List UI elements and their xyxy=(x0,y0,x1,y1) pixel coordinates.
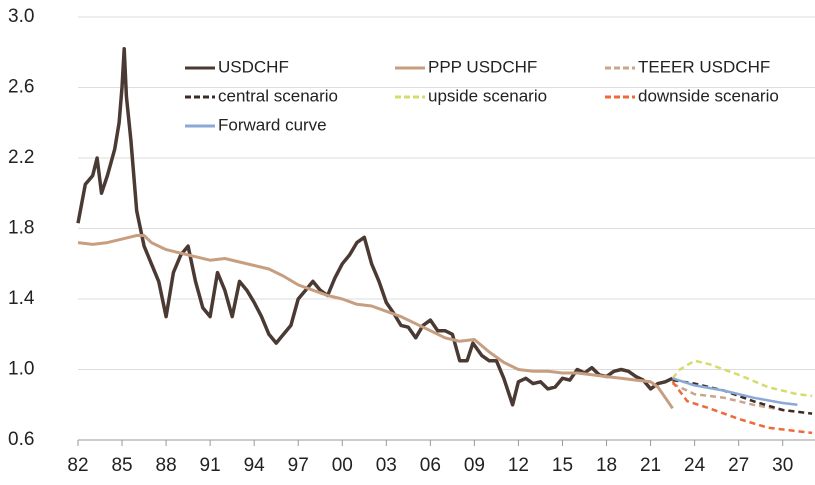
x-tick-label: 27 xyxy=(728,455,749,476)
legend-label: TEEER USDCHF xyxy=(638,57,770,76)
series-line xyxy=(671,381,813,435)
x-tick-label: 09 xyxy=(464,455,485,476)
x-tick-label: 18 xyxy=(596,455,617,476)
legend-label: upside scenario xyxy=(428,86,547,105)
y-tick-label: 1.8 xyxy=(8,218,34,239)
x-tick-label: 15 xyxy=(552,455,573,476)
x-tick-label: 03 xyxy=(376,455,397,476)
legend-label: PPP USDCHF xyxy=(428,57,537,76)
y-tick-label: 2.2 xyxy=(8,147,34,168)
series-line xyxy=(77,234,674,410)
x-tick-label: 30 xyxy=(772,455,793,476)
y-tick-label: 2.6 xyxy=(8,77,34,98)
x-tick-label: 97 xyxy=(288,455,309,476)
series-line xyxy=(672,377,798,407)
legend-label: USDCHF xyxy=(218,57,289,76)
y-tick-label: 1.0 xyxy=(8,359,34,380)
x-tick-label: 85 xyxy=(111,455,132,476)
x-tick-label: 06 xyxy=(420,455,441,476)
x-tick-label: 24 xyxy=(684,455,706,476)
legend-label: central scenario xyxy=(218,86,338,105)
x-tick-label: 91 xyxy=(200,455,221,476)
y-tick-label: 0.6 xyxy=(8,429,34,450)
series-line xyxy=(672,382,798,414)
x-tick-label: 00 xyxy=(332,455,353,476)
legend-label: Forward curve xyxy=(218,115,327,134)
x-tick-label: 82 xyxy=(67,455,88,476)
y-tick-label: 3.0 xyxy=(8,6,34,27)
x-tick-label: 88 xyxy=(156,455,177,476)
series-line xyxy=(76,46,674,407)
x-tick-label: 94 xyxy=(244,455,266,476)
legend-label: downside scenario xyxy=(638,86,779,105)
x-tick-label: 12 xyxy=(508,455,529,476)
y-tick-label: 1.4 xyxy=(8,288,35,309)
x-tick-label: 21 xyxy=(640,455,661,476)
series-line xyxy=(671,359,813,398)
